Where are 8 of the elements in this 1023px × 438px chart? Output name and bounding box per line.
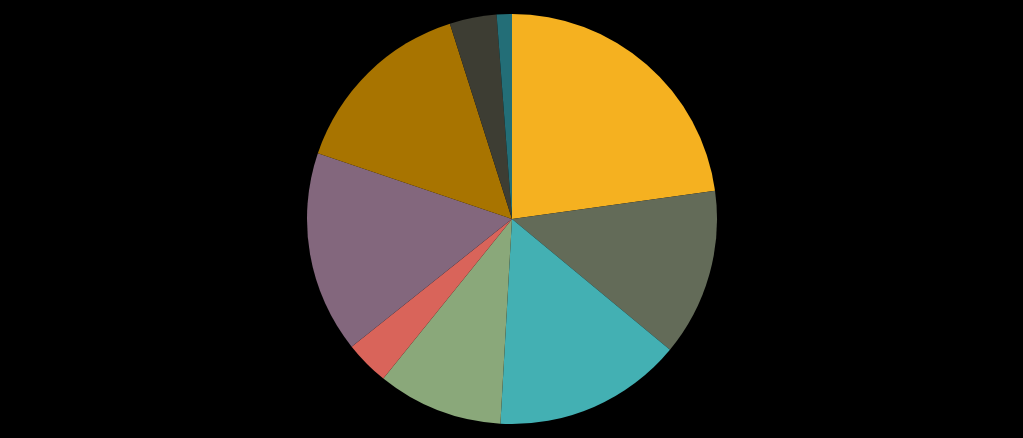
pie-slice	[317, 23, 512, 219]
pie-slice	[512, 14, 716, 219]
pie-slice	[351, 219, 512, 379]
pie-slice	[383, 219, 512, 424]
pie-slice	[500, 219, 670, 424]
pie-slice	[512, 190, 717, 350]
pie-slice	[307, 153, 512, 347]
pie-slice	[449, 14, 512, 219]
